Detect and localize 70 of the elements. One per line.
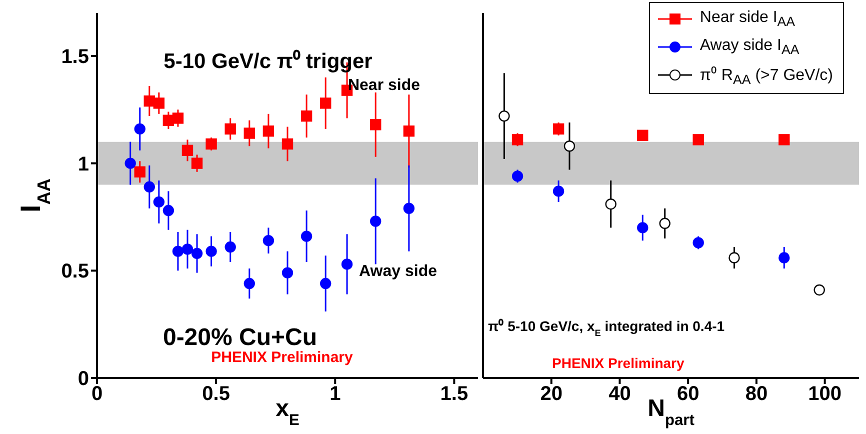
- point: [814, 284, 825, 296]
- point: [512, 170, 524, 182]
- y-tick-label: 1.5: [61, 46, 89, 68]
- point: [282, 138, 294, 150]
- point: [172, 112, 184, 124]
- point: [552, 123, 564, 135]
- point: [320, 278, 332, 290]
- legend-label: Near side I$_{AA}$: [700, 8, 796, 30]
- annotation: PHENIX Preliminary: [211, 349, 354, 366]
- point: [282, 267, 294, 278]
- point: [552, 186, 564, 197]
- annotation: π⁰ 5-10 GeV/c, x$_{E}$ integrated in 0.4-1: [488, 318, 725, 338]
- annotation: 5-10 GeV/c π⁰ trigger: [164, 49, 372, 73]
- point: [162, 204, 174, 216]
- point: [403, 202, 415, 214]
- legend-label: Away side I$_{AA}$: [700, 36, 800, 58]
- annotation: Away side: [359, 263, 438, 280]
- point: [341, 258, 353, 270]
- annotation: 0-20% Cu+Cu: [162, 324, 318, 351]
- point: [262, 125, 274, 137]
- point: [134, 123, 146, 135]
- y-tick-label: 1: [78, 153, 89, 176]
- point: [224, 123, 236, 135]
- point: [206, 138, 217, 150]
- point: [144, 181, 155, 193]
- point: [191, 248, 203, 260]
- point: [778, 134, 790, 146]
- x-axis-title: x$_{E}$: [276, 395, 300, 428]
- y-tick-label: 0: [78, 368, 89, 390]
- x-tick-label: 1.5: [440, 383, 468, 406]
- point: [134, 166, 146, 178]
- point: [512, 134, 524, 146]
- point: [692, 134, 704, 146]
- point: [370, 119, 382, 130]
- annotation: Near side: [348, 77, 420, 94]
- point: [172, 246, 184, 257]
- point: [659, 218, 670, 230]
- point: [320, 98, 332, 109]
- annotation: PHENIX Preliminary: [552, 355, 684, 371]
- point: [153, 196, 165, 208]
- x-tick-label: 20: [540, 383, 562, 406]
- point: [182, 244, 194, 255]
- x-tick-label: 0.5: [202, 383, 230, 406]
- point: [637, 222, 648, 234]
- point: [778, 252, 790, 264]
- x-tick-label: 100: [808, 383, 842, 406]
- point: [244, 128, 255, 139]
- y-tick-label: 0.5: [61, 260, 89, 283]
- point: [370, 216, 382, 227]
- point: [564, 140, 576, 152]
- point: [124, 158, 136, 169]
- point: [182, 144, 194, 156]
- point: [300, 110, 312, 122]
- point: [728, 252, 740, 264]
- point: [206, 246, 217, 257]
- point: [262, 234, 274, 246]
- x-tick-label: 1: [330, 383, 341, 406]
- point: [605, 198, 616, 210]
- point: [191, 158, 203, 169]
- point: [403, 125, 415, 137]
- legend-label: π⁰ R$_{AA}$ (>7 GeV/c): [700, 66, 833, 88]
- x-tick-label: 40: [608, 383, 631, 406]
- point: [637, 130, 648, 141]
- point: [498, 110, 510, 122]
- x-tick-label: 80: [745, 383, 768, 406]
- point: [300, 230, 312, 242]
- point: [224, 241, 236, 253]
- point: [153, 98, 165, 109]
- point: [692, 237, 704, 248]
- point: [244, 278, 255, 290]
